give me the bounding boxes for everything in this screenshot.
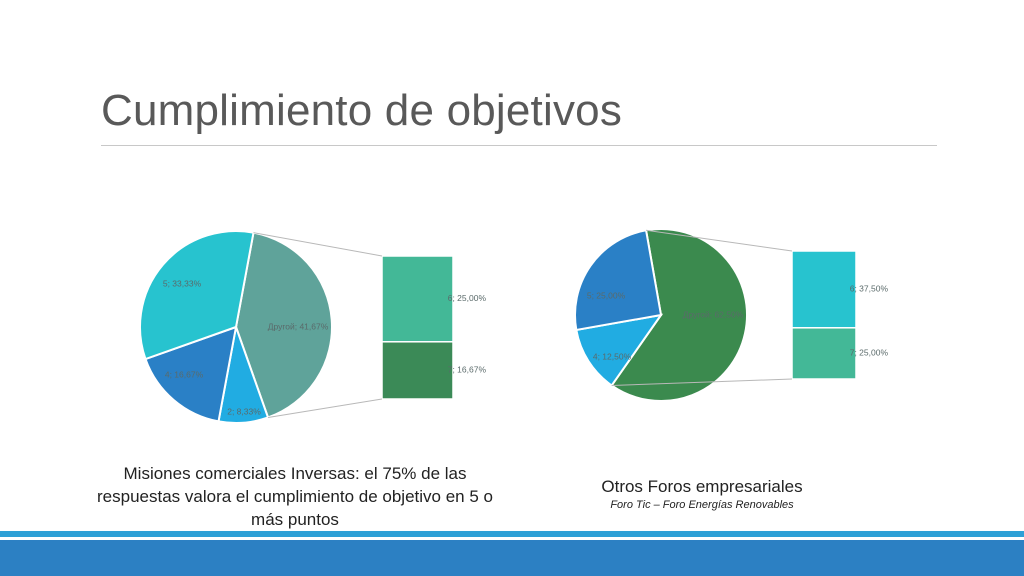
caption-otros-foros-title: Otros Foros empresariales xyxy=(601,477,803,496)
chart1-slice-label-4: 5; 33,33% xyxy=(163,278,202,288)
chart2-connector-bottom xyxy=(611,378,793,386)
chart1-slice-label-1: Другой; 41,67% xyxy=(268,321,329,331)
chart1-slice-3 xyxy=(144,325,238,423)
chart2-connector-top xyxy=(645,229,793,252)
chart2-secondary-bar-1 xyxy=(791,250,857,329)
chart2-secondary-label-1: 6; 37,50% xyxy=(850,284,889,294)
chart2-slice-label-2: 4; 12,50% xyxy=(593,351,632,361)
chart2-slice-2 xyxy=(575,313,664,387)
chart1-slice-label-3: 4; 16,67% xyxy=(165,369,204,379)
chart1-secondary-label-2: 7; 16,67% xyxy=(448,365,487,375)
chart1-connector-bottom xyxy=(267,398,383,418)
chart1-secondary-bar-2 xyxy=(381,341,454,400)
chart1-secondary-bar-1 xyxy=(381,255,454,343)
chart1-slice-1 xyxy=(234,231,333,419)
caption-otros-foros-subtitle: Foro Tic – Foro Energías Renovables xyxy=(610,499,794,511)
title-divider xyxy=(101,145,937,146)
chart1-connector-top xyxy=(253,232,383,257)
chart1-secondary-label-1: 6; 25,00% xyxy=(448,293,487,303)
chart2-secondary-bar-2 xyxy=(791,327,857,380)
chart2-slice-3 xyxy=(574,229,663,332)
chart1-slice-label-2: 2; 8,33% xyxy=(227,406,261,416)
chart2-slice-label-1: Другой; 62,50% xyxy=(683,309,744,319)
chart2-slice-label-3: 5; 25,00% xyxy=(587,290,626,300)
footer-accent-line xyxy=(0,531,1024,537)
chart1-slice-4 xyxy=(139,230,255,361)
footer-bar xyxy=(0,540,1024,576)
slide-title: Cumplimiento de objetivos xyxy=(101,86,623,135)
chart2-secondary-label-2: 7; 25,00% xyxy=(850,348,889,358)
chart2-slice-1 xyxy=(610,228,748,402)
caption-misiones-comerciales: Misiones comerciales Inversas: el 75% de… xyxy=(97,464,493,529)
caption-otros-foros: Otros Foros empresariales Foro Tic – For… xyxy=(560,476,844,512)
